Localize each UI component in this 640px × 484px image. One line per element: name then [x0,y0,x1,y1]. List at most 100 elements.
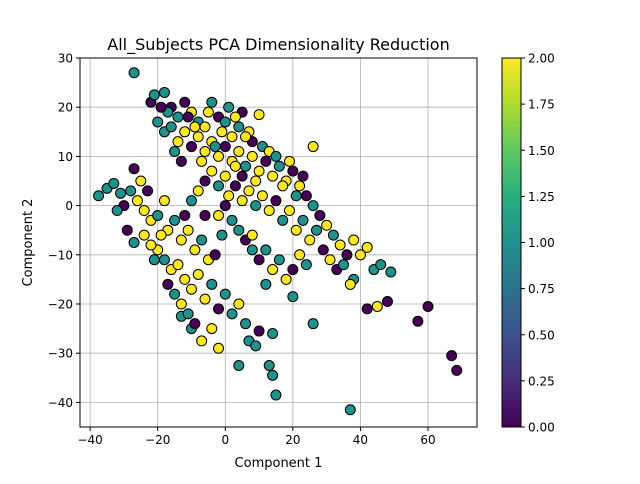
scatter-point [199,121,211,133]
scatter-point [172,111,184,123]
scatter-point [196,335,208,347]
x-tick-label: 0 [221,433,229,447]
scatter-point [246,150,258,162]
scatter-point [223,190,235,202]
scatter-point [169,288,181,300]
scatter-point [175,298,187,310]
colorbar-tick-label: 0.50 [528,328,555,342]
scatter-point [263,360,275,371]
scatter-point [263,205,275,217]
scatter-points [93,67,463,416]
scatter-point [189,244,201,256]
scatter-point [334,239,346,251]
scatter-point [125,185,137,197]
scatter-point [317,244,329,256]
scatter-point [341,249,353,261]
scatter-point [381,296,393,308]
colorbar-tick-label: 1.25 [528,190,555,204]
scatter-point [93,190,105,202]
scatter-point [179,209,191,221]
scatter-point [185,195,197,207]
scatter-point [131,195,143,207]
scatter-point [172,259,184,271]
scatter-point [179,126,191,138]
scatter-point [206,165,218,177]
scatter-point [338,259,350,271]
scatter-point [135,175,147,187]
scatter-point [206,278,218,290]
scatter-point [142,185,154,197]
scatter-point [327,229,339,241]
y-tick-label: 10 [58,150,73,164]
scatter-point [199,293,211,305]
scatter-point [283,205,295,217]
scatter-point [148,89,160,101]
scatter-point [451,364,463,376]
scatter-point [223,101,235,113]
scatter-point [145,239,157,251]
scatter-point [108,177,120,189]
scatter-point [169,145,181,157]
scatter-point [213,180,225,192]
scatter-point [213,342,225,354]
scatter-point [229,180,241,192]
scatter-point [182,308,194,320]
scatter-point [213,303,225,315]
scatter-point [226,214,238,226]
scatter-point [422,300,434,312]
scatter-point [219,141,231,153]
scatter-point [361,303,373,315]
scatter-point [169,214,181,226]
scatter-point [121,224,133,236]
y-tick-label: −20 [48,298,73,312]
scatter-point [256,190,268,202]
scatter-point [300,190,312,202]
y-axis-ticks: −40 −30 −20 −10 0 10 20 30 [48,52,80,410]
scatter-point [294,180,306,192]
scatter-point [253,165,265,177]
scatter-point [240,160,252,172]
x-tick-label: −20 [145,433,170,447]
scatter-point [250,200,262,212]
scatter-point [175,155,187,167]
scatter-point [354,249,366,261]
scatter-point [307,200,319,212]
scatter-point [128,163,140,175]
scatter-point [182,111,194,123]
scatter-point [233,224,245,236]
scatter-point [287,165,299,177]
scatter-point [182,224,194,236]
scatter-point [192,185,204,197]
scatter-point [243,185,255,197]
scatter-point [196,155,208,167]
scatter-point [280,273,292,285]
scatter-point [138,229,150,241]
scatter-point [267,328,279,340]
scatter-point [311,224,323,236]
scatter-point [371,300,383,312]
scatter-point [446,350,458,362]
scatter-point [162,278,174,290]
scatter-point [185,141,197,153]
plot-frame [79,57,478,428]
colorbar-ticks: 0.00 0.25 0.50 0.75 1.00 1.25 1.50 1.75 2.00 [521,52,555,435]
scatter-point [233,145,245,157]
scatter-point [216,229,228,241]
scatter-point [412,315,424,327]
colorbar-tick-label: 2.00 [528,52,555,66]
colorbar-tick-label: 1.50 [528,144,555,158]
scatter-point [206,96,218,108]
colorbar-tick-label: 0.25 [528,374,555,388]
scatter-point [165,121,177,133]
y-tick-label: −40 [48,396,73,410]
scatter-point [196,234,208,246]
scatter-point [304,234,316,246]
scatter-point [253,254,265,266]
scatter-point [297,214,309,226]
scatter-point [250,175,262,187]
y-tick-label: 0 [65,199,73,213]
scatter-point [324,254,336,266]
scatter-point [152,209,164,221]
scatter-point [240,318,252,330]
